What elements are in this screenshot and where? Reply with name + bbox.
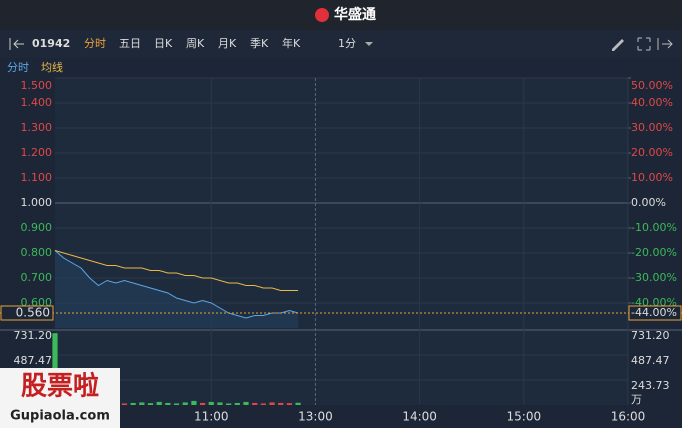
stock-code: 01942 [32,37,70,50]
volume-tick-label: 731.20 [631,329,670,342]
header-bar [0,0,682,30]
y2-tick-label: 30.00% [631,121,673,134]
volume-bar [269,402,275,405]
y2-tick-label: -10.00% [631,221,677,234]
y2-tick-label: -20.00% [631,246,677,259]
plot-area [55,78,628,405]
volume-bar [130,402,136,405]
x-tick-label: 13:00 [298,410,333,424]
interval[interactable]: 1分 [338,37,356,50]
y-tick-label: 1.000 [21,196,53,209]
tabs: 分时 五日 日K 周K 月K 季K 年K 1分 [84,36,356,50]
volume-bar [234,402,240,405]
volume-tick-label: 243.73 [631,379,670,392]
volume-bar [156,401,162,405]
change-box [628,305,682,321]
y-tick-label: 0.900 [21,221,53,234]
tab[interactable]: 月K [218,37,237,50]
y2-tick-label: 50.00% [631,79,673,92]
change-label: -44.00% [631,306,677,319]
fullscreen-icon[interactable] [637,37,651,51]
y2-tick-label: 20.00% [631,146,673,159]
volume-bar [182,402,188,405]
tab[interactable]: 季K [250,37,269,50]
volume-bar [243,401,249,405]
y-tick-label: 1.300 [21,121,53,134]
grid: 1.500 1.400 1.300 1.200 1.100 1.000 0.900 0.800… [0,77,682,424]
volume-unit: 万 [631,393,642,406]
y2-tick-label: 40.00% [631,96,673,109]
tab[interactable]: 分时 [84,37,106,50]
volume-bar [208,401,214,405]
volume-bar [191,400,197,405]
volume-bar [260,403,266,405]
last-price-label: 0.560 [16,306,50,320]
volume-bar [165,402,171,405]
volume-bar [121,403,128,405]
volume-bar [286,403,293,405]
y2-tick-label: -30.00% [631,271,677,284]
edit-icon[interactable] [612,39,624,51]
collapse-icon[interactable] [9,38,24,50]
volume-tick-label: 731.20 [14,329,53,342]
volume-bar [139,402,145,405]
volume-bar [295,402,301,405]
y-tick-label: 0.800 [21,246,53,259]
volume-tick-label: 487.47 [14,354,53,367]
logo-text: 华盛通 [334,6,376,23]
tab[interactable]: 年K [282,36,301,50]
tab[interactable]: 日K [154,37,173,50]
volume-bar [199,402,206,405]
y-tick-label: 1.100 [21,171,53,184]
legend-entry: 分时 [7,61,29,74]
y-tick-label: 1.400 [21,96,53,109]
y-tick-label: 0.700 [21,271,53,284]
last-price-box [0,305,54,321]
legend-entry: 均线 [41,60,63,74]
x-tick-label: 16:00 [611,410,646,424]
watermark-site: Gupiaola.com [10,409,110,424]
tab[interactable]: 周K [186,37,205,50]
x-tick-label: 11:00 [194,410,229,424]
dropdown-arrow[interactable] [365,42,373,46]
volume-tick-label: 487.47 [631,354,670,367]
expand-icon[interactable] [657,38,673,50]
volume-bar [217,402,223,405]
tab[interactable]: 五日 [119,37,141,50]
series-line [54,250,299,319]
y-tick-label: 1.200 [21,146,53,159]
volume-bar [252,402,258,405]
volume-bar [147,403,154,405]
watermark-title: 股票啦 [21,371,99,402]
toolbar [0,30,682,58]
y2-tick-label: 10.00% [631,171,673,184]
price-area [55,250,299,328]
volume-bar [278,402,284,405]
x-tick-label: 15:00 [507,410,542,424]
watermark-box [0,368,120,428]
y2-tick-label: 0.00% [631,196,666,209]
y-tick-label: 1.500 [21,79,53,92]
volume-bar [173,403,180,405]
x-tick-label: 14:00 [402,410,437,424]
volume-bar [226,403,232,405]
series-line [54,250,299,291]
logo-icon [315,8,329,22]
